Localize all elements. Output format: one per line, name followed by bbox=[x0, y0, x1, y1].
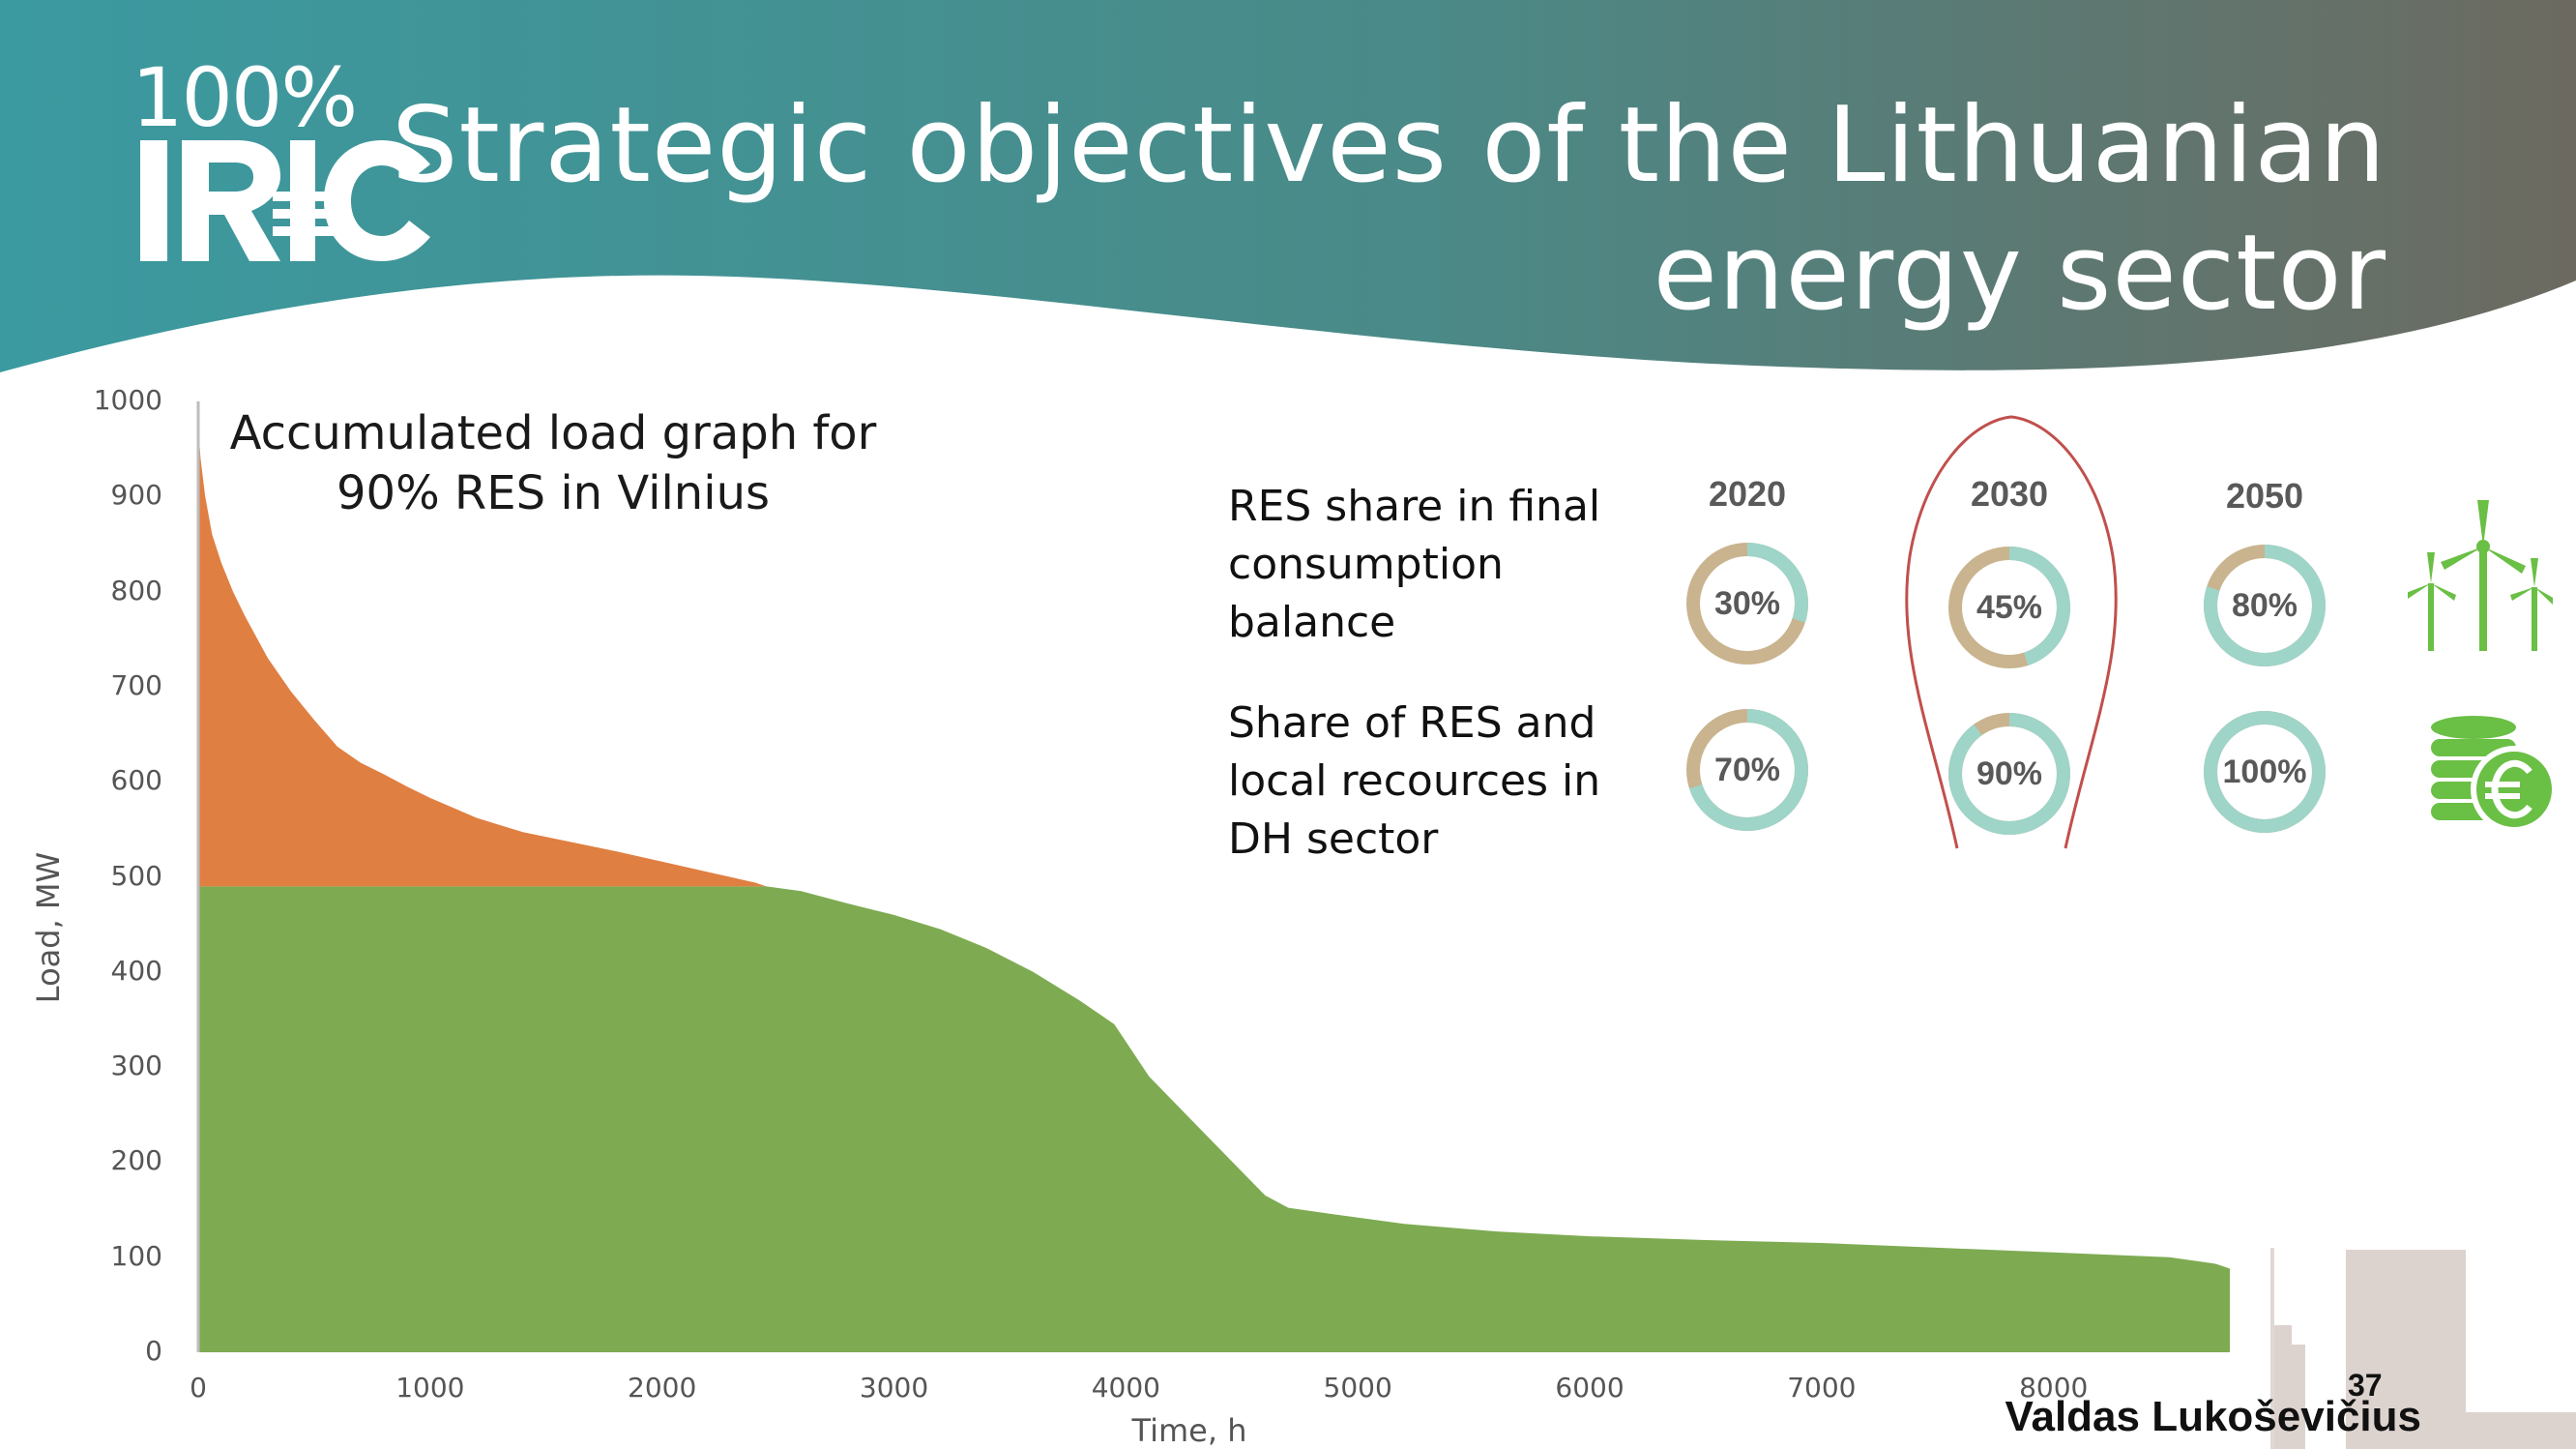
donut-value: 80% bbox=[2231, 587, 2298, 624]
presenter-name: Valdas Lukoševičius bbox=[2005, 1393, 2421, 1440]
coins-euro-icon bbox=[2431, 716, 2558, 832]
x-tick-label: 3000 bbox=[859, 1372, 929, 1404]
row1-label-line-1: RES share in final bbox=[1228, 482, 1601, 531]
page-number: 37 bbox=[2348, 1368, 2383, 1403]
row1-label: RES share in final consumption balance bbox=[1228, 478, 1600, 652]
x-tick-label: 7000 bbox=[1787, 1372, 1857, 1404]
row1-label-line-3: balance bbox=[1228, 598, 1396, 647]
x-tick-label: 4000 bbox=[1091, 1372, 1160, 1404]
row1-label-line-2: consumption bbox=[1228, 540, 1504, 589]
donut-row1-2050: 80% bbox=[2197, 538, 2332, 673]
donut-row1-2020: 30% bbox=[1680, 536, 1815, 671]
chart-title-line-1: Accumulated load graph for bbox=[229, 406, 877, 460]
x-tick-label: 0 bbox=[190, 1372, 207, 1404]
donut-value: 100% bbox=[2222, 754, 2307, 790]
rhc-logo-icon bbox=[140, 140, 430, 261]
donut-share-arc bbox=[2204, 711, 2326, 833]
y-tick-label: 600 bbox=[110, 764, 162, 797]
header-band bbox=[0, 0, 2576, 372]
y-tick-label: 800 bbox=[110, 574, 162, 606]
y-tick-label: 400 bbox=[110, 954, 162, 987]
row2-label-line-1: Share of RES and bbox=[1228, 698, 1596, 748]
row2-label-line-2: local recources in bbox=[1228, 756, 1601, 806]
x-axis-label: Time, h bbox=[1131, 1412, 1247, 1449]
y-tick-label: 100 bbox=[110, 1239, 162, 1272]
y-tick-label: 900 bbox=[110, 479, 162, 512]
donut-share-arc bbox=[1948, 713, 2070, 835]
donut-row1-2030: 45% bbox=[1942, 540, 2077, 675]
row2-label-line-3: DH sector bbox=[1228, 814, 1439, 864]
donut-row2-2050: 100% bbox=[2197, 704, 2332, 840]
donut-share-arc bbox=[1686, 709, 1808, 831]
y-tick-label: 0 bbox=[145, 1335, 162, 1367]
x-tick-label: 1000 bbox=[395, 1372, 465, 1404]
orange-area-series bbox=[198, 425, 767, 887]
year-2030: 2030 bbox=[1970, 474, 2049, 514]
y-tick-label: 500 bbox=[110, 859, 162, 892]
x-tick-label: 2000 bbox=[628, 1372, 697, 1404]
donut-share-arc bbox=[2204, 545, 2326, 666]
x-tick-label: 6000 bbox=[1555, 1372, 1625, 1404]
y-tick-label: 700 bbox=[110, 668, 162, 701]
wind-turbines-icon bbox=[2408, 500, 2553, 651]
x-tick-label: 8000 bbox=[2019, 1372, 2089, 1404]
donut-value: 70% bbox=[1713, 752, 1781, 788]
load-chart bbox=[196, 401, 2230, 1352]
donut-share-arc bbox=[1948, 547, 2070, 668]
highlight-2030-ellipse bbox=[1905, 415, 2118, 849]
donut-value: 90% bbox=[1976, 755, 2043, 792]
donut-row2-2020: 70% bbox=[1680, 702, 1815, 838]
donut-value: 45% bbox=[1976, 589, 2043, 626]
logo-percent: 100% bbox=[132, 50, 358, 145]
y-tick-label: 200 bbox=[110, 1144, 162, 1177]
decorative-bars bbox=[2270, 1248, 2576, 1449]
year-2050: 2050 bbox=[2225, 476, 2304, 516]
donut-value: 30% bbox=[1713, 585, 1781, 622]
donut-row2-2030: 90% bbox=[1942, 706, 2077, 842]
y-axis-label: Load, MW bbox=[30, 851, 67, 1004]
x-tick-label: 5000 bbox=[1323, 1372, 1392, 1404]
chart-title-line-2: 90% RES in Vilnius bbox=[336, 466, 770, 520]
green-area-series bbox=[198, 886, 2230, 1352]
y-tick-label: 300 bbox=[110, 1050, 162, 1082]
slide-title-line-2: energy sector bbox=[1653, 213, 2386, 334]
row2-label: Share of RES and local recources in DH s… bbox=[1228, 695, 1600, 869]
y-tick-label: 1000 bbox=[93, 384, 162, 416]
donut-share-arc bbox=[1686, 543, 1808, 665]
year-2020: 2020 bbox=[1708, 474, 1787, 514]
slide-title-line-1: Strategic objectives of the Lithuanian bbox=[392, 85, 2386, 206]
